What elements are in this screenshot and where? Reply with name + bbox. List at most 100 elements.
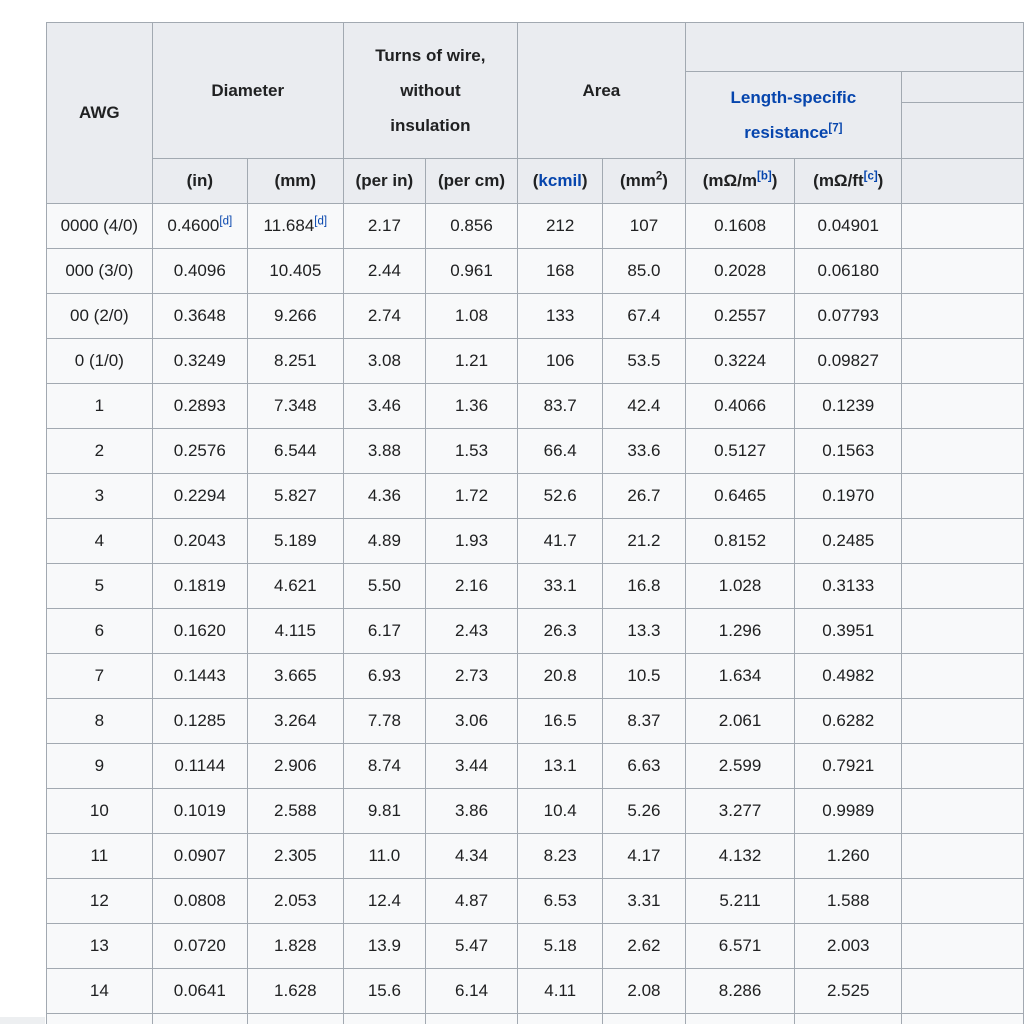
table-row: 8 0.1285 3.264 7.78 3.06 16.5 8.37 2.061 0.6282 <box>46 698 1024 744</box>
cutoff-column-cell <box>901 833 1024 879</box>
cutoff-column-cell <box>901 653 1024 699</box>
cell-diameter-in: 0.1443 <box>151 653 248 699</box>
table-row: 11 0.0907 2.305 11.0 4.34 8.23 4.17 4.132 1.260 <box>46 833 1024 879</box>
cell-area-kcmil: 83.7 <box>517 383 604 429</box>
length-specific-resistance-link[interactable]: Length-specific resistance <box>730 88 857 142</box>
reference-7-link[interactable]: [7] <box>828 122 843 135</box>
cell-diameter-mm: 11.684[d] <box>246 203 344 249</box>
cell-area-mm2: 6.63 <box>602 743 686 789</box>
cell-turns-per-cm: 1.53 <box>424 428 519 474</box>
cell-diameter-in: 0.0641 <box>151 968 248 1014</box>
cell-resistance-mohm-per-ft: 0.1563 <box>794 428 903 474</box>
cell-diameter-mm: 4.621 <box>246 563 344 609</box>
cell-turns-per-cm: 1.93 <box>424 518 519 564</box>
cell-awg <box>46 1013 153 1024</box>
cell-turns-per-cm: 1.72 <box>424 473 519 519</box>
cell-resistance-mohm-per-m: 8.286 <box>684 968 796 1014</box>
cell-diameter-mm: 2.588 <box>246 788 344 834</box>
cell-awg: 14 <box>46 968 153 1014</box>
cell-area-kcmil: 168 <box>517 248 604 294</box>
cell-resistance-mohm-per-m: 1.028 <box>684 563 796 609</box>
cell-turns-per-cm: 1.21 <box>424 338 519 384</box>
cell-turns-per-in: 2.74 <box>342 293 426 339</box>
footnote-d-link[interactable]: [d] <box>314 215 328 228</box>
cell-turns-per-in: 2.17 <box>342 203 426 249</box>
cutoff-column-cell <box>901 293 1024 339</box>
cell-area-kcmil: 8.23 <box>517 833 604 879</box>
cell-diameter-mm: 3.264 <box>246 698 344 744</box>
cell-diameter-mm: 9.266 <box>246 293 344 339</box>
cell-area-mm2: 3.31 <box>602 878 686 924</box>
cutoff-column-cell <box>901 428 1024 474</box>
cell-diameter-mm: 2.305 <box>246 833 344 879</box>
cell-awg: 10 <box>46 788 153 834</box>
cell-turns-per-cm: 2.43 <box>424 608 519 654</box>
cell-turns-per-in: 15.6 <box>342 968 426 1014</box>
footnote-d-link[interactable]: [d] <box>219 215 233 228</box>
cell-awg: 8 <box>46 698 153 744</box>
cell-awg: 2 <box>46 428 153 474</box>
cell-area-kcmil: 52.6 <box>517 473 604 519</box>
cell-resistance-mohm-per-m: 1.296 <box>684 608 796 654</box>
cell-area-mm2: 107 <box>602 203 686 249</box>
header-row-groups: AWG Diameter Turns of wire, without insu… <box>46 22 1024 204</box>
cell-awg: 0000 (4/0) <box>46 203 153 249</box>
cell-diameter-in: 0.3249 <box>151 338 248 384</box>
cell-resistance-mohm-per-ft: 0.9989 <box>794 788 903 834</box>
cell-diameter-in: 0.1819 <box>151 563 248 609</box>
table-row: 9 0.1144 2.906 8.74 3.44 13.1 6.63 2.599 0.7921 <box>46 743 1024 789</box>
cell-resistance-mohm-per-ft <box>794 1013 903 1024</box>
cell-resistance-mohm-per-m: 6.571 <box>684 923 796 969</box>
cell-resistance-mohm-per-ft: 2.003 <box>794 923 903 969</box>
table-row: 13 0.0720 1.828 13.9 5.47 5.18 2.62 6.571 2.003 <box>46 923 1024 969</box>
cell-turns-per-cm: 3.06 <box>424 698 519 744</box>
cell-resistance-mohm-per-m: 0.4066 <box>684 383 796 429</box>
table-row: 6 0.1620 4.115 6.17 2.43 26.3 13.3 1.296 0.3951 <box>46 608 1024 654</box>
cell-turns-per-cm: 4.34 <box>424 833 519 879</box>
awg-table: AWG Diameter Turns of wire, without insu… <box>46 22 1024 1024</box>
cell-diameter-mm: 5.189 <box>246 518 344 564</box>
cell-turns-per-cm <box>424 1013 519 1024</box>
cell-resistance-mohm-per-ft: 0.4982 <box>794 653 903 699</box>
cell-area-mm2: 26.7 <box>602 473 686 519</box>
cell-diameter-mm: 5.827 <box>246 473 344 519</box>
col-header-diameter: Diameter <box>151 22 344 159</box>
unit-header-mohm-per-m: (mΩ/m[b]) <box>684 158 796 204</box>
cell-diameter-mm: 1.628 <box>246 968 344 1014</box>
cell-diameter-mm: 7.348 <box>246 383 344 429</box>
cell-area-kcmil: 26.3 <box>517 608 604 654</box>
cell-area-kcmil: 16.5 <box>517 698 604 744</box>
cutoff-column-cell <box>901 1013 1024 1024</box>
cell-diameter-in: 0.2576 <box>151 428 248 474</box>
cell-resistance-mohm-per-ft: 0.1970 <box>794 473 903 519</box>
cell-resistance-mohm-per-m: 1.634 <box>684 653 796 699</box>
cell-turns-per-in: 6.17 <box>342 608 426 654</box>
cell-area-kcmil: 212 <box>517 203 604 249</box>
cell-awg: 000 (3/0) <box>46 248 153 294</box>
footnote-c-link[interactable]: [c] <box>863 170 878 183</box>
footnote-b-link[interactable]: [b] <box>757 170 772 183</box>
cell-resistance-mohm-per-ft: 0.6282 <box>794 698 903 744</box>
header-row-units: (in) (mm) (per in) (per cm) (kcmil) (mm2… <box>47 158 1024 204</box>
cutoff-column-cell <box>901 518 1024 564</box>
cell-resistance-mohm-per-ft: 0.2485 <box>794 518 903 564</box>
cell-area-kcmil: 13.1 <box>517 743 604 789</box>
cell-turns-per-in: 3.88 <box>342 428 426 474</box>
table-row-partial <box>46 1013 1024 1024</box>
cell-resistance-mohm-per-m: 3.277 <box>684 788 796 834</box>
table-row: 7 0.1443 3.665 6.93 2.73 20.8 10.5 1.634 0.4982 <box>46 653 1024 699</box>
cell-turns-per-cm: 0.961 <box>424 248 519 294</box>
cell-turns-per-in: 11.0 <box>342 833 426 879</box>
table-row: 14 0.0641 1.628 15.6 6.14 4.11 2.08 8.286 2.525 <box>46 968 1024 1014</box>
unit-header-per-cm: (per cm) <box>424 158 519 204</box>
cell-area-mm2: 10.5 <box>602 653 686 699</box>
table-row: 1 0.2893 7.348 3.46 1.36 83.7 42.4 0.4066 0.1239 <box>46 383 1024 429</box>
cell-resistance-mohm-per-m: 0.2557 <box>684 293 796 339</box>
cutoff-column-cell <box>901 473 1024 519</box>
table-body: 0000 (4/0) 0.4600[d] 11.684[d] 2.17 0.856 212… <box>46 203 1024 1024</box>
unit-header-mm: (mm) <box>246 158 344 204</box>
cell-resistance-mohm-per-ft: 1.588 <box>794 878 903 924</box>
kcmil-link[interactable]: kcmil <box>538 171 582 190</box>
cell-area-kcmil: 33.1 <box>517 563 604 609</box>
cell-area-kcmil: 5.18 <box>517 923 604 969</box>
